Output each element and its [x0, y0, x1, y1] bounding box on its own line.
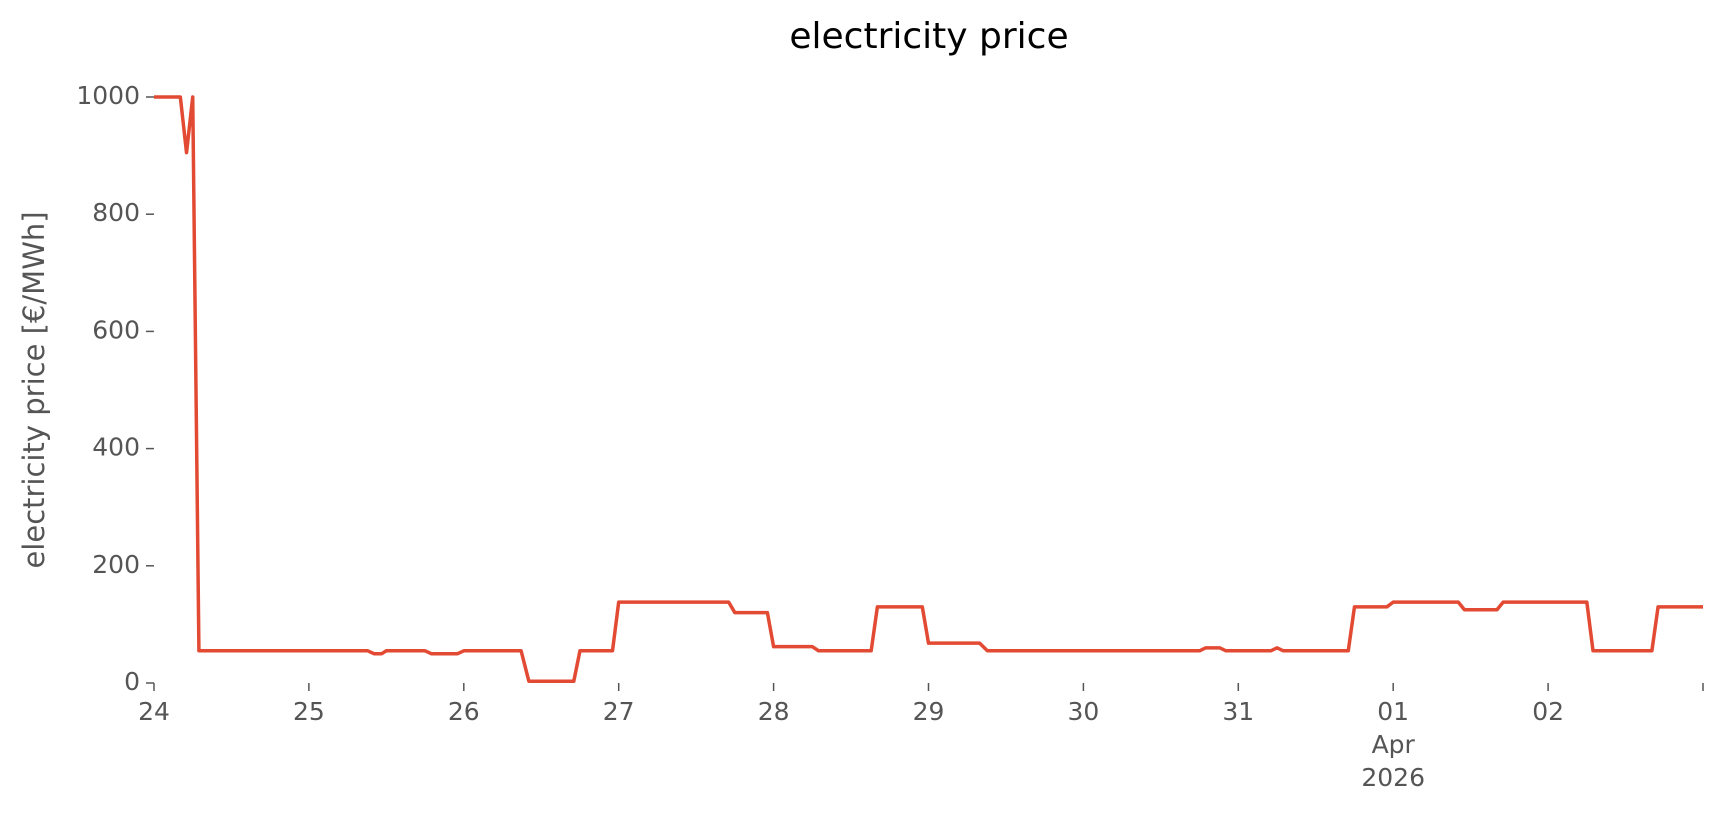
y-tick-label: 800 [92, 198, 140, 227]
x-tick-label: 27 [603, 697, 635, 726]
chart-title: electricity price [789, 16, 1068, 57]
y-tick-label: 600 [92, 315, 140, 344]
y-tick-label: 1000 [76, 81, 140, 110]
x-tick-label: 02 [1532, 697, 1564, 726]
x-tick-label: 25 [293, 697, 325, 726]
x-year-label: 2026 [1361, 763, 1425, 792]
y-tick-label: 400 [92, 433, 140, 462]
y-axis-label: electricity price [€/MWh] [17, 211, 51, 568]
x-month-label: Apr [1372, 730, 1416, 759]
x-tick-label: 24 [138, 697, 170, 726]
y-tick-label: 0 [124, 667, 140, 696]
x-tick-label: 29 [913, 697, 945, 726]
x-tick-label: 30 [1067, 697, 1099, 726]
x-tick-label: 01 [1377, 697, 1409, 726]
y-tick-label: 200 [92, 550, 140, 579]
x-tick-label: 31 [1222, 697, 1254, 726]
price-line [154, 95, 1703, 683]
x-tick-label: 28 [758, 697, 790, 726]
x-tick-label: 26 [448, 697, 480, 726]
